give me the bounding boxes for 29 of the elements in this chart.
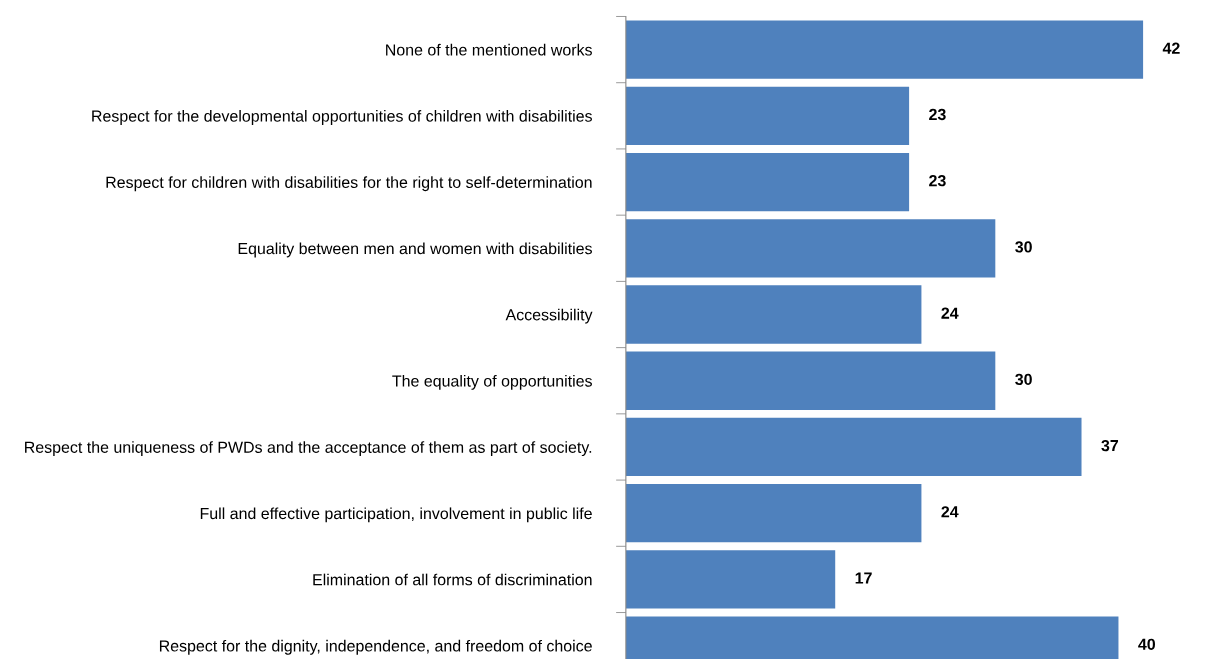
bar (625, 219, 996, 278)
y-tick-label: Full and effective participation, involvement in public life (200, 507, 592, 523)
data-label: 30 (1015, 373, 1032, 386)
bar (625, 417, 1082, 477)
bar (625, 20, 1144, 79)
y-tick-label: Respect for children with disabilities for the right to self-determination (106, 176, 592, 192)
data-label: 42 (1162, 42, 1180, 54)
y-tick-label: Accessibility (505, 308, 593, 324)
data-label: 40 (1138, 638, 1156, 650)
y-tick-label: The equality of opportunities (392, 374, 592, 390)
data-label: 23 (929, 108, 946, 121)
y-tick-label: Respect for the dignity, independence, and freedom of choice (159, 639, 592, 655)
data-label: 24 (941, 307, 959, 319)
data-label: 23 (929, 175, 946, 187)
bar (625, 285, 922, 344)
data-label: 30 (1015, 241, 1032, 253)
y-tick-label: Elimination of all forms of discrimination (313, 573, 592, 586)
bar (625, 484, 922, 543)
data-label: 37 (1101, 439, 1119, 452)
bar (625, 152, 910, 212)
bar (625, 86, 910, 145)
bar (625, 351, 996, 410)
y-tick-label: Respect the uniqueness of PWDs and the acceptance of them as part of society. (25, 441, 592, 457)
data-label: 24 (941, 506, 959, 518)
y-tick-label: None of the mentioned works (386, 43, 592, 56)
y-tick-label: Equality between men and women with disabilities (238, 242, 592, 258)
bar (625, 550, 836, 609)
data-label: 17 (855, 572, 872, 584)
y-tick-label: Respect for the developmental opportunities of children with disabilities (92, 110, 592, 125)
